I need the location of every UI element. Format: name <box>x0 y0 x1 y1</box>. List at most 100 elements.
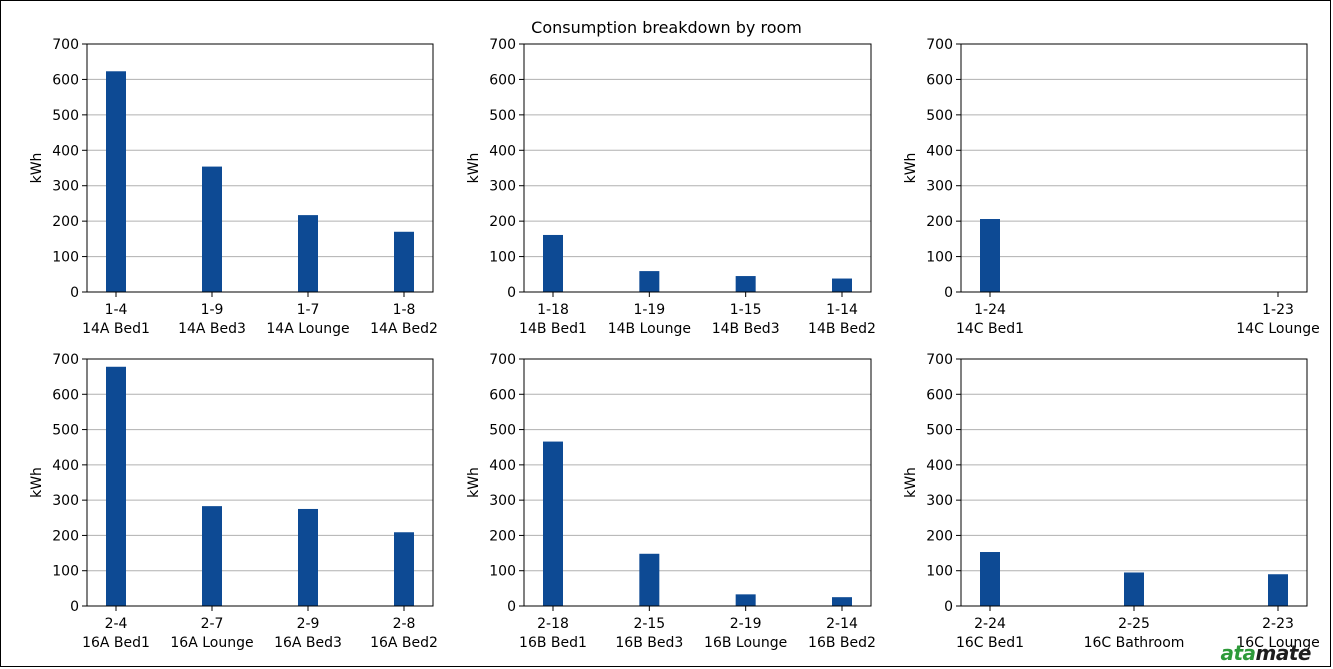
y-tick-label: 600 <box>926 72 953 88</box>
x-tick-label: 2-4 <box>105 616 128 632</box>
bar <box>394 231 414 292</box>
x-tick-label: 2-15 <box>633 616 665 632</box>
bar <box>980 219 1000 292</box>
bar <box>735 276 756 292</box>
y-tick-label: 0 <box>70 285 79 301</box>
y-tick-label: 300 <box>926 179 953 195</box>
x-tick-label: 2-7 <box>201 616 224 632</box>
y-tick-label: 100 <box>52 250 79 266</box>
y-axis-label: kWh <box>903 153 919 184</box>
y-tick-label: 100 <box>926 564 953 580</box>
y-tick-label: 100 <box>489 564 516 580</box>
y-tick-label: 0 <box>507 599 516 615</box>
bar <box>832 278 852 292</box>
y-tick-label: 400 <box>489 458 516 474</box>
y-tick-label: 300 <box>52 179 79 195</box>
bar <box>735 594 756 606</box>
y-tick-label: 500 <box>52 423 79 439</box>
x-tick-label: 1-7 <box>297 302 320 318</box>
x-tick-label: 16B Lounge <box>704 635 787 651</box>
x-tick-label: 1-23 <box>1262 302 1294 318</box>
y-tick-label: 200 <box>489 528 516 544</box>
y-tick-label: 200 <box>926 528 953 544</box>
y-tick-label: 500 <box>926 423 953 439</box>
x-tick-label: 16B Bed3 <box>615 635 683 651</box>
y-tick-label: 600 <box>489 387 516 403</box>
y-tick-label: 300 <box>52 493 79 509</box>
chart-panel-1: 0 100 200 300 400 500 600 700 kWh 1-4 14A Bed1 1-9 1… <box>29 37 438 337</box>
y-tick-label: 0 <box>70 599 79 615</box>
chart-panel-2: 0 100 200 300 400 500 600 700 kWh 1-18 14B Bed1 1-1… <box>466 37 876 337</box>
chart-panel-4: 0 100 200 300 400 500 600 700 kWh 2-4 16A Bed1 2-7 1… <box>29 352 438 651</box>
y-tick-label: 0 <box>944 599 953 615</box>
y-tick-label: 300 <box>489 493 516 509</box>
bar <box>980 552 1000 606</box>
atamate-logo: atamate <box>1220 641 1311 665</box>
y-tick-label: 300 <box>926 493 953 509</box>
x-tick-label: 16B Bed1 <box>519 635 587 651</box>
y-tick-label: 500 <box>489 423 516 439</box>
y-tick-label: 700 <box>52 37 79 53</box>
x-tick-label: 14A Bed2 <box>370 321 438 337</box>
x-tick-label: 2-9 <box>297 616 320 632</box>
x-tick-label: 16A Lounge <box>170 635 253 651</box>
y-tick-label: 100 <box>926 250 953 266</box>
x-tick-label: 1-15 <box>730 302 762 318</box>
y-tick-label: 400 <box>52 458 79 474</box>
y-tick-label: 600 <box>52 387 79 403</box>
y-axis-label: kWh <box>466 153 482 184</box>
y-axis-label: kWh <box>466 467 482 498</box>
x-tick-label: 1-9 <box>201 302 224 318</box>
y-tick-label: 700 <box>926 352 953 368</box>
y-tick-label: 700 <box>926 37 953 53</box>
axes-frame <box>960 43 1308 293</box>
y-axis-label: kWh <box>29 153 45 184</box>
y-tick-label: 500 <box>489 108 516 124</box>
x-tick-label: 2-18 <box>537 616 569 632</box>
x-tick-label: 14A Bed1 <box>82 321 150 337</box>
y-tick-label: 200 <box>489 214 516 230</box>
chart-panel-5: 0 100 200 300 400 500 600 700 kWh 2-18 16B Bed1 2-1… <box>466 352 876 651</box>
y-tick-label: 500 <box>52 108 79 124</box>
x-tick-label: 1-18 <box>537 302 569 318</box>
y-tick-label: 400 <box>489 143 516 159</box>
x-tick-label: 16C Lounge <box>1236 635 1319 651</box>
x-tick-label: 16C Bathroom <box>1084 635 1185 651</box>
x-tick-label: 1-4 <box>105 302 128 318</box>
chart-panel-6: 0 100 200 300 400 500 600 700 kWh 2-24 16C Bed1 2-2… <box>903 352 1320 651</box>
bar <box>543 234 563 292</box>
axes-frame <box>523 358 872 607</box>
y-tick-label: 200 <box>52 528 79 544</box>
bar <box>106 71 126 292</box>
y-tick-label: 400 <box>52 143 79 159</box>
bar <box>394 532 414 606</box>
bar <box>543 441 563 606</box>
x-tick-label: 2-19 <box>730 616 762 632</box>
y-tick-label: 700 <box>52 352 79 368</box>
x-tick-label: 1-14 <box>826 302 858 318</box>
axes-frame <box>86 358 434 607</box>
x-tick-label: 1-24 <box>974 302 1006 318</box>
x-tick-label: 16B Bed2 <box>808 635 876 651</box>
bar <box>832 597 852 606</box>
x-tick-label: 16C Bed1 <box>956 635 1024 651</box>
bar <box>1124 572 1144 606</box>
y-tick-label: 400 <box>926 143 953 159</box>
y-tick-label: 600 <box>926 387 953 403</box>
axes-frame <box>86 43 434 293</box>
y-tick-label: 100 <box>52 564 79 580</box>
chart-panel-3: 0 100 200 300 400 500 600 700 kWh 1-24 14C Bed1 1-2… <box>903 37 1320 337</box>
x-tick-label: 1-8 <box>393 302 416 318</box>
x-tick-label: 16A Bed2 <box>370 635 438 651</box>
y-tick-label: 0 <box>944 285 953 301</box>
bar <box>1268 574 1288 606</box>
x-tick-label: 14C Bed1 <box>956 321 1024 337</box>
x-tick-label: 14B Bed3 <box>712 321 780 337</box>
y-tick-label: 600 <box>52 72 79 88</box>
x-tick-label: 14A Bed3 <box>178 321 246 337</box>
bar <box>106 366 126 606</box>
x-tick-label: 2-23 <box>1262 616 1294 632</box>
y-tick-label: 700 <box>489 37 516 53</box>
x-tick-label: 1-19 <box>633 302 665 318</box>
